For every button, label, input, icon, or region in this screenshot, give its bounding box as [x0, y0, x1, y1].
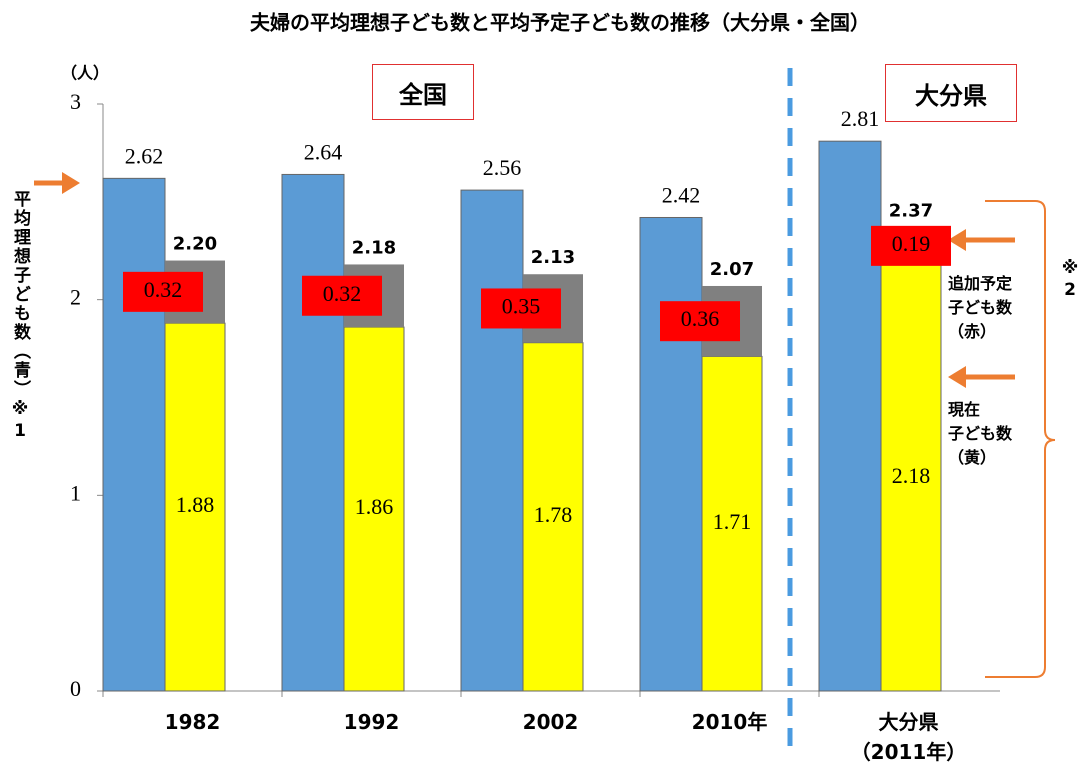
value-label: 1.78: [534, 502, 573, 527]
label-box: [660, 301, 740, 342]
y-tick-label: 1: [70, 480, 81, 505]
value-label: 0.32: [144, 277, 183, 302]
total-label: 2.18: [352, 237, 396, 258]
value-label: 2.56: [483, 155, 522, 180]
bar: [460, 189, 524, 692]
note: 追加予定 子ども数 （赤）: [948, 274, 1013, 341]
value-label: 1.88: [176, 492, 215, 517]
bar: [639, 216, 703, 692]
note: 現在 子ども数 （黄）: [948, 400, 1013, 467]
value-label: 2.18: [892, 463, 931, 488]
value-label: 1.71: [713, 509, 752, 534]
label-box: [123, 271, 203, 312]
right-note: 平均予定子ども数 ※2: [1060, 258, 1083, 410]
value-label: 0.19: [892, 231, 931, 256]
x-tick-label: 2010年: [691, 710, 768, 734]
value-label: 0.35: [502, 294, 541, 319]
label-box: [302, 275, 382, 316]
bar: [880, 263, 942, 692]
value-label: 0.32: [323, 281, 362, 306]
label-box: [481, 288, 561, 329]
bar: [164, 322, 226, 692]
region-label: 大分県: [885, 64, 1017, 122]
x-tick-label: 1982: [164, 710, 221, 734]
x-tick-label: 2002: [522, 710, 579, 734]
x-tick-label: 大分県 （2011年）: [850, 710, 967, 764]
region-label: 全国: [372, 64, 474, 120]
total-label: 2.07: [710, 259, 754, 280]
value-label: 1.86: [355, 494, 394, 519]
bracket: [985, 200, 1056, 678]
bar: [701, 355, 763, 692]
label-box: [871, 225, 951, 266]
bar: [281, 173, 345, 692]
x-tick-label: 1992: [343, 710, 400, 734]
chart-title: 夫婦の平均理想子ども数と平均予定子ども数の推移（大分県・全国）: [250, 11, 870, 35]
value-label: 2.81: [841, 106, 880, 131]
left-note: 平均理想子ども数（青）※1: [10, 190, 30, 443]
value-label: 0.36: [681, 306, 720, 331]
bar: [818, 140, 882, 692]
arrows: [34, 172, 1015, 388]
bar: [522, 342, 584, 692]
value-label: 2.64: [304, 139, 343, 164]
y-tick-label: 3: [70, 89, 81, 114]
total-label: 2.20: [173, 234, 217, 255]
bar: [102, 177, 166, 692]
y-tick-label: 2: [70, 285, 81, 310]
bar: [343, 326, 405, 692]
total-label: 2.13: [531, 247, 575, 268]
total-label: 2.37: [889, 200, 933, 221]
value-label: 2.42: [662, 183, 701, 208]
y-unit: （人）: [61, 64, 109, 83]
value-label: 2.62: [125, 143, 164, 168]
y-tick-label: 0: [70, 676, 81, 701]
